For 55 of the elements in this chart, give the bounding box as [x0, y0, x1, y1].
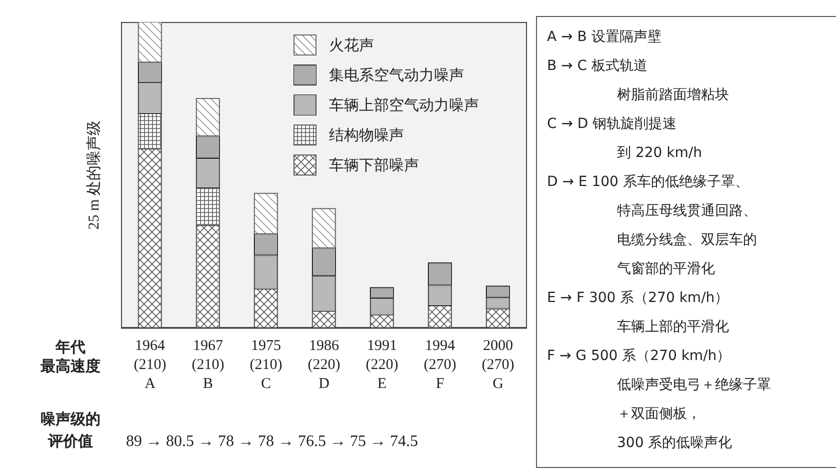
text: 噪声级的 — [40, 409, 102, 430]
bar — [254, 288, 278, 328]
bar — [196, 135, 220, 159]
text: E → F 300 系（270 km/h） — [547, 289, 730, 308]
text: 最高速度 — [40, 357, 102, 376]
legend-label: 车辆上部空气动力噪声 — [329, 96, 479, 114]
text: 年代 — [54, 338, 86, 357]
text: F → G 500 系（270 km/h） — [547, 347, 732, 366]
bar — [254, 233, 278, 256]
x-tick-label: 1964 (210) A — [134, 338, 166, 392]
bar — [138, 22, 162, 63]
x-tick-label: 1986 (220) D — [308, 338, 340, 392]
text: ＋双面侧板， — [616, 405, 702, 424]
bar — [138, 62, 162, 84]
text: 特高压母线贯通回路、 — [616, 202, 758, 221]
text: 车辆上部的平滑化 — [616, 318, 730, 337]
bar — [254, 192, 278, 234]
bar — [428, 284, 452, 306]
bar — [486, 308, 510, 328]
bar — [196, 98, 220, 136]
x-tick-label: 1967 (210) B — [192, 338, 224, 392]
bar — [312, 275, 336, 312]
text: B → C 板式轨道 — [547, 57, 648, 76]
bar — [428, 262, 452, 286]
x-tick-label: 1975 (210) C — [250, 338, 282, 392]
bar — [370, 298, 394, 316]
text: 评价值 — [46, 431, 94, 452]
bar — [486, 296, 510, 310]
bar — [428, 305, 452, 328]
text: 到 220 km/h — [616, 144, 703, 163]
text: 树脂前踏面增粘块 — [616, 86, 730, 105]
bar — [312, 208, 336, 248]
x-tick-label: 1991 (220) E — [366, 338, 398, 392]
legend-label: 结构物噪声 — [329, 126, 404, 144]
bar — [196, 158, 220, 189]
text: D → E 100 系车的低绝缘子罩、 — [547, 173, 750, 192]
bar — [254, 254, 278, 290]
y-axis-title: 25 m 处的噪声级 — [85, 120, 104, 230]
text: A → B 设置隔声壁 — [547, 28, 662, 47]
x-tick-label: 1994 (270) F — [424, 338, 456, 392]
legend-label: 集电系空气动力噪声 — [329, 66, 464, 84]
legend-label: 车辆下部噪声 — [329, 156, 419, 174]
text: 电缆分线盒、双层车的 — [616, 231, 758, 250]
bar — [370, 287, 394, 299]
text: 89 → 80.5 → 78 → 78 → 76.5 → 75 → 74.5 — [126, 433, 418, 451]
text: 低噪声受电弓＋绝缘子罩 — [616, 376, 772, 395]
bar — [312, 247, 336, 276]
bar — [312, 310, 336, 328]
legend-label: 火花声 — [329, 36, 374, 54]
text: 300 系的低噪声化 — [616, 434, 734, 453]
bar — [138, 82, 162, 114]
text: 气窗部的平滑化 — [616, 260, 716, 279]
text: C → D 钢轨旋削提速 — [547, 115, 678, 134]
x-tick-label: 2000 (270) G — [482, 338, 514, 392]
bar — [486, 286, 510, 298]
